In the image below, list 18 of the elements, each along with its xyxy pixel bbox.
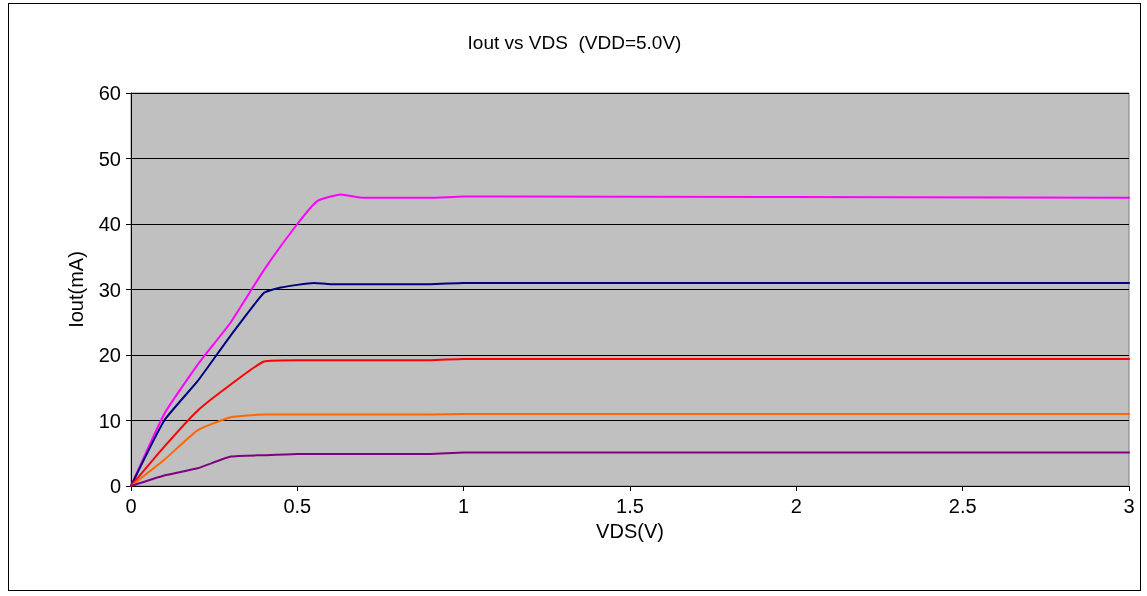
x-tick-label: 0.5 (283, 495, 312, 517)
x-tick-label: 2.5 (948, 495, 977, 517)
line-series (130, 451, 1130, 487)
y-tick-label: 40 (98, 213, 121, 235)
x-tick-label: 3 (1123, 495, 1135, 517)
y-tick-label: 30 (98, 278, 121, 301)
y-axis-title: Iout(mA) (65, 251, 87, 328)
x-axis-title: VDS(V) (596, 519, 664, 542)
x-tick-label: 1 (458, 495, 470, 517)
x-tick-label: 2 (790, 495, 802, 517)
y-tick-label: 0 (109, 475, 121, 497)
x-tick-label: 0 (125, 495, 137, 517)
chart-title: Iout vs VDS (VDD=5.0V) (467, 32, 682, 53)
y-tick-label: 50 (98, 147, 121, 170)
x-tick-label: 1.5 (616, 495, 644, 517)
y-tick-label: 10 (98, 409, 121, 432)
y-tick-label: 60 (98, 82, 121, 104)
y-tick-label: 20 (98, 344, 121, 366)
